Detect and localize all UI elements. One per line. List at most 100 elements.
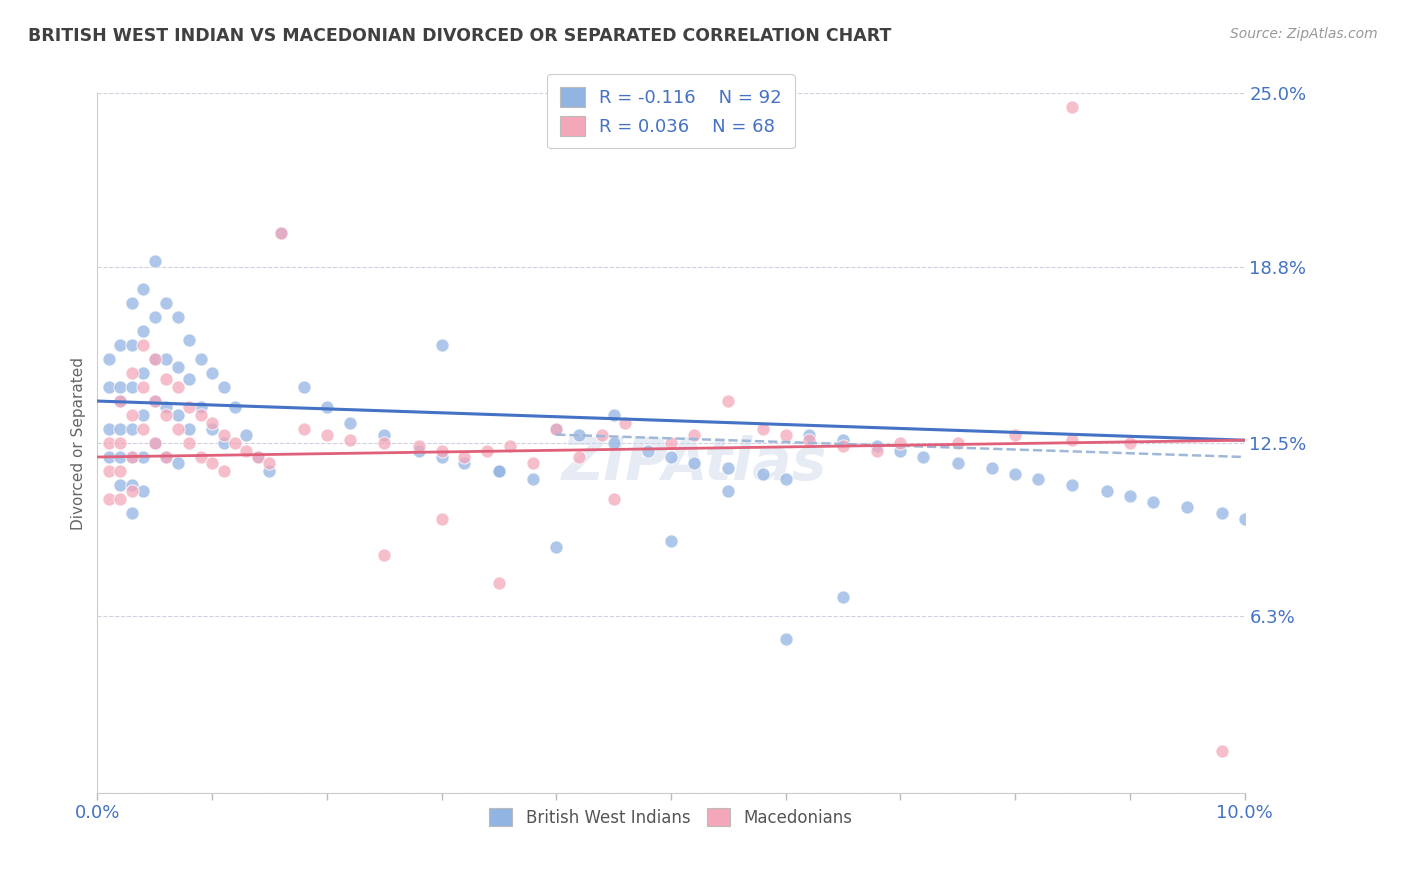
Point (110, 436, 132, 450)
Point (832, 439, 855, 453)
Point (659, 436, 682, 450)
Point (408, 444, 430, 458)
Point (132, 422, 155, 436)
Point (568, 427, 591, 442)
Point (97, 352, 120, 367)
Point (315, 400, 337, 414)
Point (1211, 506, 1233, 520)
Point (522, 456, 544, 470)
Point (866, 444, 889, 458)
Point (339, 417, 361, 431)
Point (1004, 467, 1026, 481)
Point (1142, 494, 1164, 508)
Point (143, 436, 166, 450)
Point (179, 422, 201, 436)
Point (212, 436, 235, 450)
Point (97, 380, 120, 394)
Point (143, 394, 166, 409)
Point (121, 296, 143, 310)
Point (522, 472, 544, 486)
Point (546, 422, 568, 436)
Point (201, 422, 224, 436)
Point (546, 540, 568, 554)
Point (179, 372, 201, 386)
Point (602, 491, 624, 506)
Point (488, 575, 510, 590)
Point (132, 366, 155, 380)
Point (121, 478, 143, 492)
Point (155, 296, 177, 310)
Point (212, 427, 235, 442)
Point (143, 394, 166, 409)
Point (132, 380, 155, 394)
Point (614, 417, 637, 431)
Point (259, 456, 281, 470)
Point (121, 422, 143, 436)
Point (110, 394, 132, 409)
Legend: British West Indians, Macedonians: British West Indians, Macedonians (482, 801, 859, 833)
Point (315, 427, 337, 442)
Point (797, 427, 820, 442)
Text: ZIPAtlas: ZIPAtlas (561, 435, 827, 492)
Point (1175, 500, 1198, 515)
Point (190, 400, 212, 414)
Point (683, 427, 706, 442)
Y-axis label: Divorced or Separated: Divorced or Separated (72, 357, 86, 530)
Point (110, 464, 132, 478)
Point (292, 380, 315, 394)
Point (430, 450, 453, 464)
Point (775, 427, 797, 442)
Point (110, 380, 132, 394)
Point (110, 338, 132, 352)
Point (1211, 744, 1233, 758)
Point (832, 434, 855, 448)
Point (1026, 472, 1049, 486)
Point (453, 456, 475, 470)
Point (430, 444, 453, 458)
Point (179, 400, 201, 414)
Point (1119, 489, 1142, 503)
Text: BRITISH WEST INDIAN VS MACEDONIAN DIVORCED OR SEPARATED CORRELATION CHART: BRITISH WEST INDIAN VS MACEDONIAN DIVORC… (28, 27, 891, 45)
Point (155, 400, 177, 414)
Point (246, 450, 269, 464)
Point (110, 394, 132, 409)
Point (546, 422, 568, 436)
Point (143, 436, 166, 450)
Point (121, 408, 143, 422)
Point (683, 456, 706, 470)
Point (246, 450, 269, 464)
Point (166, 380, 188, 394)
Point (224, 436, 246, 450)
Point (568, 450, 591, 464)
Point (132, 338, 155, 352)
Point (132, 324, 155, 338)
Point (97, 450, 120, 464)
Point (797, 434, 820, 448)
Point (121, 380, 143, 394)
Point (292, 422, 315, 436)
Point (121, 450, 143, 464)
Point (430, 511, 453, 525)
Text: Source: ZipAtlas.com: Source: ZipAtlas.com (1230, 27, 1378, 41)
Point (408, 439, 430, 453)
Point (775, 472, 797, 486)
Point (155, 352, 177, 367)
Point (179, 436, 201, 450)
Point (659, 450, 682, 464)
Point (166, 408, 188, 422)
Point (190, 450, 212, 464)
Point (659, 533, 682, 548)
Point (155, 408, 177, 422)
Point (166, 456, 188, 470)
Point (889, 444, 911, 458)
Point (201, 366, 224, 380)
Point (912, 450, 935, 464)
Point (602, 408, 624, 422)
Point (1062, 478, 1084, 492)
Point (637, 444, 659, 458)
Point (166, 422, 188, 436)
Point (488, 464, 510, 478)
Point (717, 461, 740, 475)
Point (201, 456, 224, 470)
Point (110, 478, 132, 492)
